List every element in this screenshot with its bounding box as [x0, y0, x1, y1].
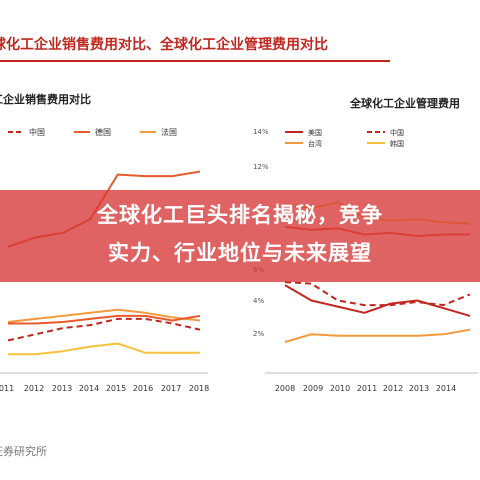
left-chart-title: 工企业销售费用对比: [0, 93, 91, 106]
series-line: [284, 328, 471, 343]
x-tick-label: 2014: [436, 384, 456, 393]
legend-label: 中国: [29, 127, 45, 137]
x-tick-label: 2013: [52, 384, 72, 393]
right-chart-title: 全球化工企业管理费用: [350, 97, 460, 110]
x-tick-label: 2008: [275, 384, 295, 393]
series-line: [284, 284, 471, 317]
headline-text: 全球化工巨头排名揭秘，竞争 实力、行业地位与未来展望: [0, 196, 480, 272]
series-line: [7, 317, 201, 342]
header-rule: [0, 60, 390, 62]
x-tick-label: 2013: [409, 384, 429, 393]
legend-label: 韩国: [390, 139, 404, 148]
legend-label: 中国: [390, 128, 404, 137]
y-tick-label: 2%: [253, 330, 264, 338]
x-tick-label: 2012: [24, 384, 44, 393]
legend-label: 美国: [308, 128, 322, 137]
figure-header-title: 全球化工企业销售费用对比、全球化工企业管理费用对比: [0, 37, 328, 53]
y-tick-label: 14%: [253, 128, 269, 136]
y-tick-label: 4%: [253, 297, 264, 305]
headline-banner: [0, 190, 480, 282]
y-tick-label: 12%: [253, 163, 269, 171]
legend-label: 台湾: [308, 139, 322, 148]
data-source: 证券研究所: [0, 445, 47, 458]
series-line: [8, 314, 201, 325]
legend-label: 德国: [95, 127, 111, 137]
series-line: [8, 342, 200, 356]
series-line: [7, 308, 201, 323]
x-tick-label: 2010: [330, 384, 350, 393]
x-tick-label: 2009: [303, 384, 323, 393]
x-tick-label: 2011: [357, 384, 377, 393]
x-tick-label: 2014: [79, 384, 99, 393]
x-tick-label: 2011: [0, 384, 14, 393]
headline-line-1: 全球化工巨头排名揭秘，竞争: [97, 203, 383, 227]
x-tick-label: 2016: [133, 384, 153, 393]
x-tick-label: 2017: [161, 384, 181, 393]
x-tick-label: 2015: [106, 384, 126, 393]
series-line: [284, 281, 471, 307]
x-tick-label: 2012: [383, 384, 403, 393]
x-tick-label: 2018: [189, 384, 209, 393]
headline-line-2: 实力、行业地位与未来展望: [108, 241, 372, 265]
legend-label: 法国: [161, 127, 177, 137]
